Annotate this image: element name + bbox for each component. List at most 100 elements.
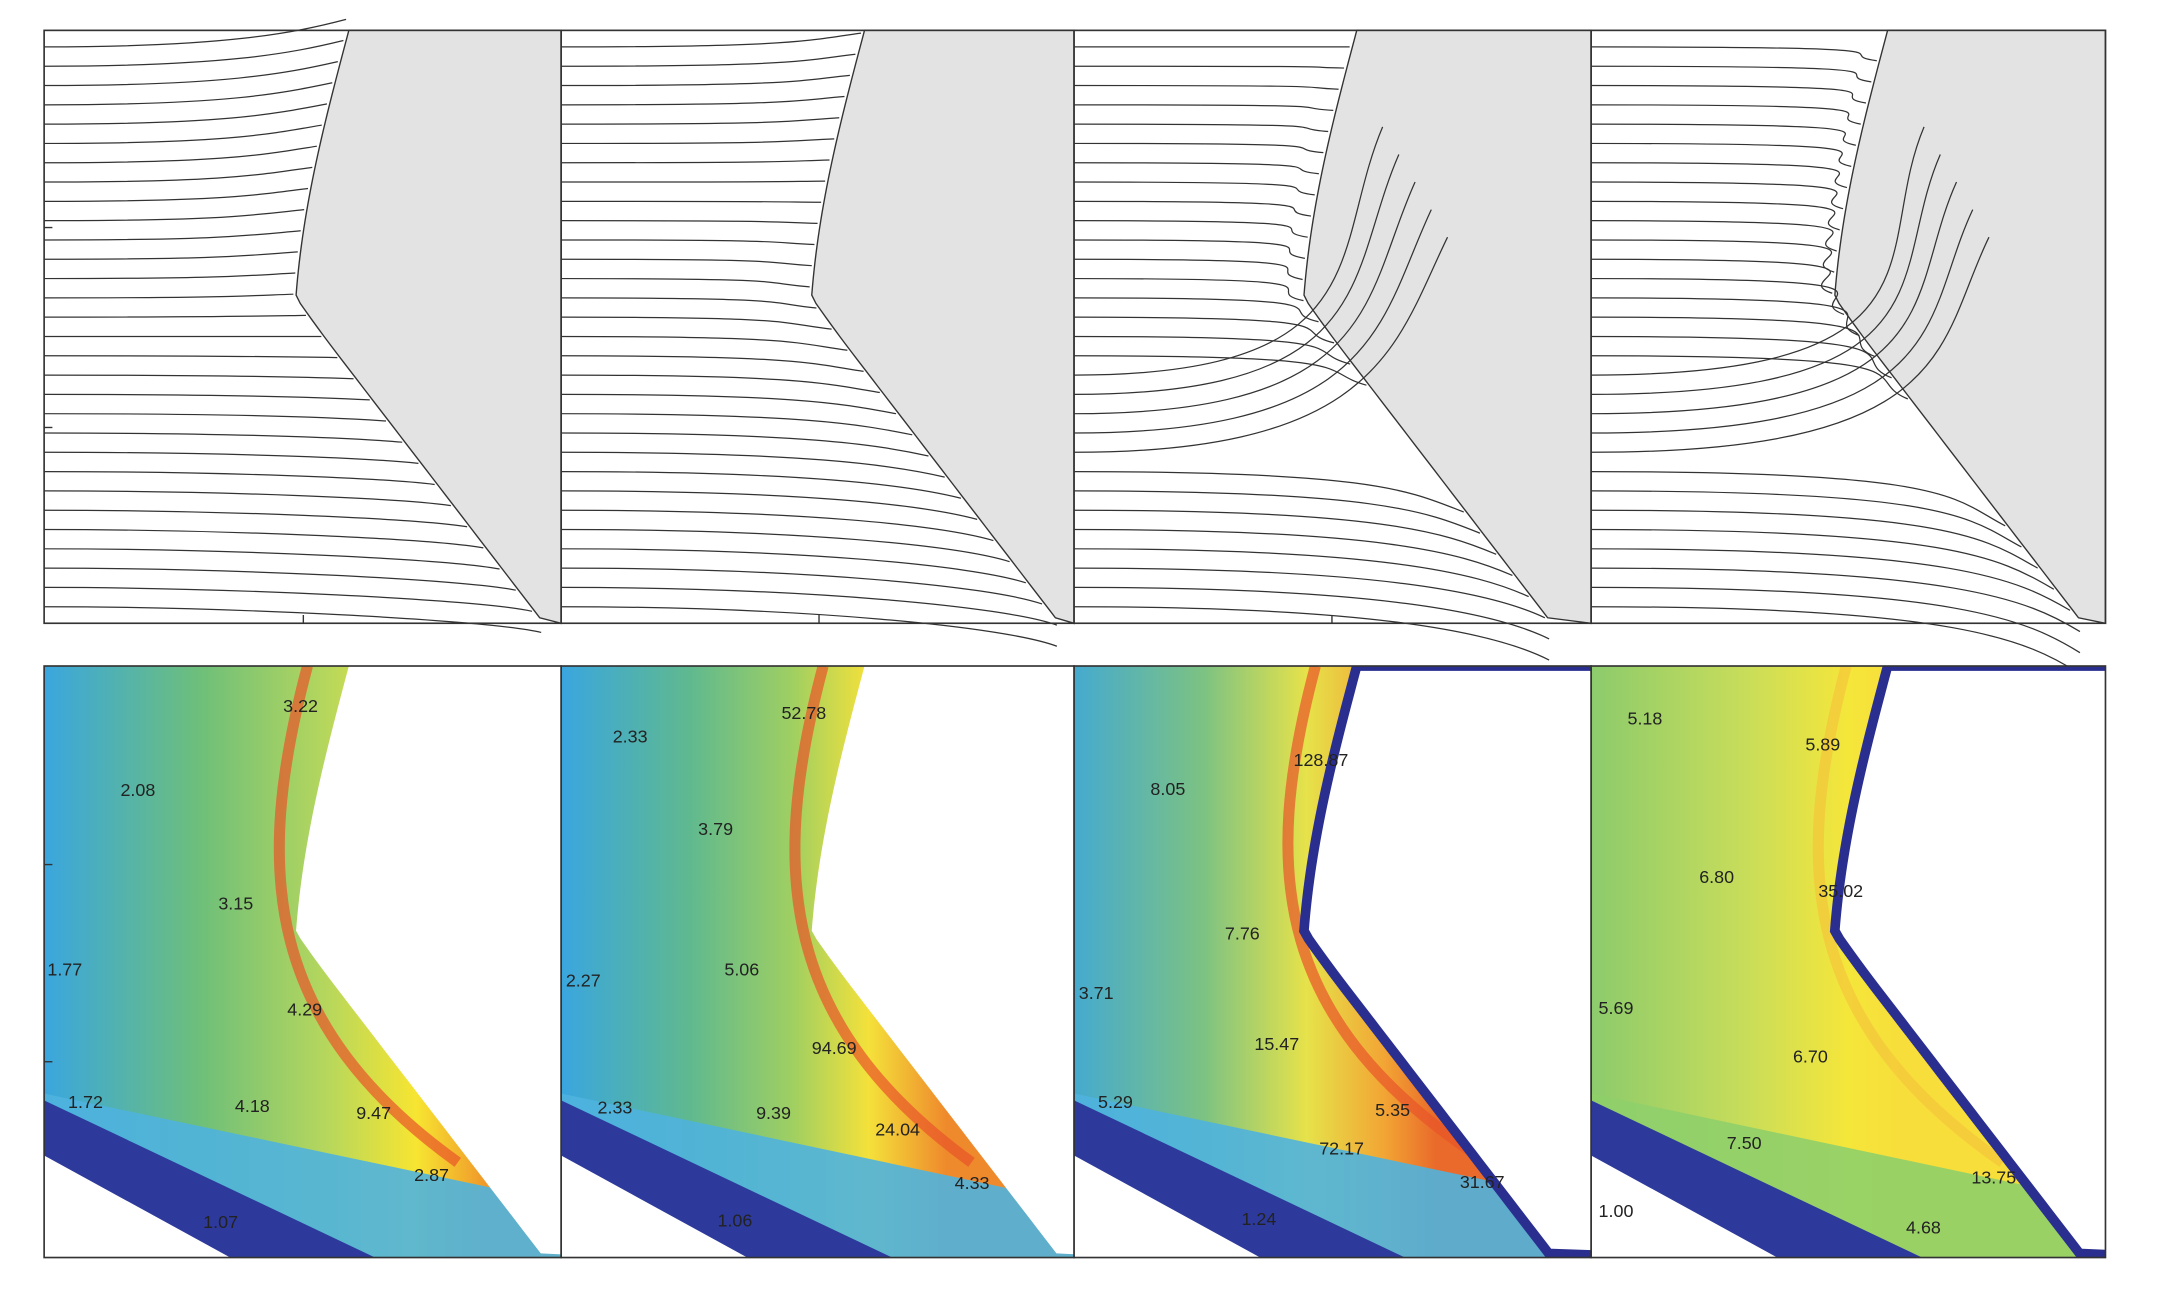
contour-label: 3.15 xyxy=(218,893,253,913)
streamline xyxy=(1074,181,1315,196)
streamline xyxy=(44,293,294,299)
streamline xyxy=(561,567,1043,605)
empty-corner xyxy=(561,1155,748,1258)
streamline-panel xyxy=(1073,29,1592,661)
streamline xyxy=(1074,236,1449,453)
streamline-panel xyxy=(1590,29,2107,675)
streamline xyxy=(561,117,840,125)
streamline xyxy=(44,528,484,549)
contour-label: 5.29 xyxy=(1098,1092,1133,1112)
streamline xyxy=(561,74,850,87)
streamline xyxy=(1074,335,1351,365)
streamline xyxy=(1591,123,1856,146)
streamline xyxy=(561,220,818,225)
streamline xyxy=(1074,470,1464,513)
contour-label: 7.76 xyxy=(1225,924,1260,944)
streamline xyxy=(1591,316,1876,358)
streamline xyxy=(1074,209,1432,434)
contour-label: 4.29 xyxy=(287,999,322,1019)
streamline xyxy=(1074,355,1367,386)
streamline xyxy=(44,374,354,380)
contour-label: 2.87 xyxy=(414,1165,449,1185)
streamline xyxy=(1591,548,2071,611)
streamline xyxy=(44,251,298,260)
body xyxy=(295,29,562,625)
streamline xyxy=(561,95,845,106)
contour-label: 2.27 xyxy=(566,970,601,990)
contour-label: 5.18 xyxy=(1628,709,1663,729)
empty-corner xyxy=(1074,1155,1261,1258)
streamline xyxy=(561,451,945,478)
streamline xyxy=(44,509,468,528)
streamline xyxy=(561,432,929,457)
streamline xyxy=(561,180,826,183)
contour-label: 9.39 xyxy=(756,1103,791,1123)
streamline xyxy=(1591,154,1941,396)
streamline xyxy=(561,528,1010,563)
streamline xyxy=(1591,181,1958,415)
streamline xyxy=(561,586,1058,626)
streamline xyxy=(1074,65,1345,69)
streamline xyxy=(1591,470,2006,527)
streamline xyxy=(1074,277,1304,302)
streamline xyxy=(561,258,812,267)
contour-label: 128.87 xyxy=(1294,750,1349,770)
contour-label: 5.35 xyxy=(1375,1100,1410,1120)
streamline xyxy=(1074,84,1339,90)
streamline xyxy=(1074,220,1308,238)
streamline xyxy=(561,200,822,203)
streamline xyxy=(44,432,403,443)
empty-corner xyxy=(1591,1155,1778,1258)
streamline xyxy=(44,586,533,612)
body xyxy=(1299,666,1592,1258)
streamline xyxy=(1591,126,1925,376)
streamline xyxy=(44,490,451,507)
streamline xyxy=(1591,239,1835,273)
streamline xyxy=(1591,236,1990,453)
streamline xyxy=(44,103,328,125)
streamline xyxy=(1074,239,1306,259)
streamline xyxy=(561,277,810,288)
streamline xyxy=(1074,316,1335,344)
contour-panel xyxy=(44,666,562,1258)
streamline xyxy=(1591,490,2022,548)
contour-label: 5.89 xyxy=(1805,735,1840,755)
streamline xyxy=(561,159,830,164)
panel-frame xyxy=(1590,665,2107,1259)
body xyxy=(811,29,1075,625)
streamline xyxy=(1074,297,1319,323)
streamline xyxy=(561,355,864,373)
contour-label: 3.79 xyxy=(698,819,733,839)
body xyxy=(1829,666,2106,1258)
hot-streak xyxy=(1282,666,1491,1168)
streamline xyxy=(44,39,344,67)
contour-label: 2.33 xyxy=(613,726,648,746)
contour-label: 5.06 xyxy=(724,959,759,979)
streamline xyxy=(1591,297,1860,337)
streamline xyxy=(561,374,880,394)
streamline xyxy=(561,606,1058,647)
streamline xyxy=(561,138,835,145)
streamline-panel xyxy=(560,29,1075,647)
contour-label: 5.69 xyxy=(1599,998,1634,1018)
streamline xyxy=(1591,586,2081,654)
streamline xyxy=(1074,200,1312,217)
streamline xyxy=(561,335,848,351)
body xyxy=(296,666,562,1255)
contour-panel xyxy=(1074,666,1592,1258)
contour-label: 4.33 xyxy=(955,1173,990,1193)
streamline xyxy=(1591,209,1974,434)
streamline xyxy=(1591,46,1877,62)
streamline xyxy=(1591,606,2081,675)
streamline xyxy=(1591,355,1909,400)
contour-label: 15.47 xyxy=(1254,1034,1299,1054)
contour-label: 72.17 xyxy=(1319,1139,1364,1159)
streamline xyxy=(561,470,962,499)
contour-label: 6.80 xyxy=(1699,867,1734,887)
streamline xyxy=(44,18,347,48)
contour-label: 1.06 xyxy=(717,1210,752,1230)
streamline xyxy=(44,209,305,222)
contour-label: 2.33 xyxy=(598,1097,633,1117)
